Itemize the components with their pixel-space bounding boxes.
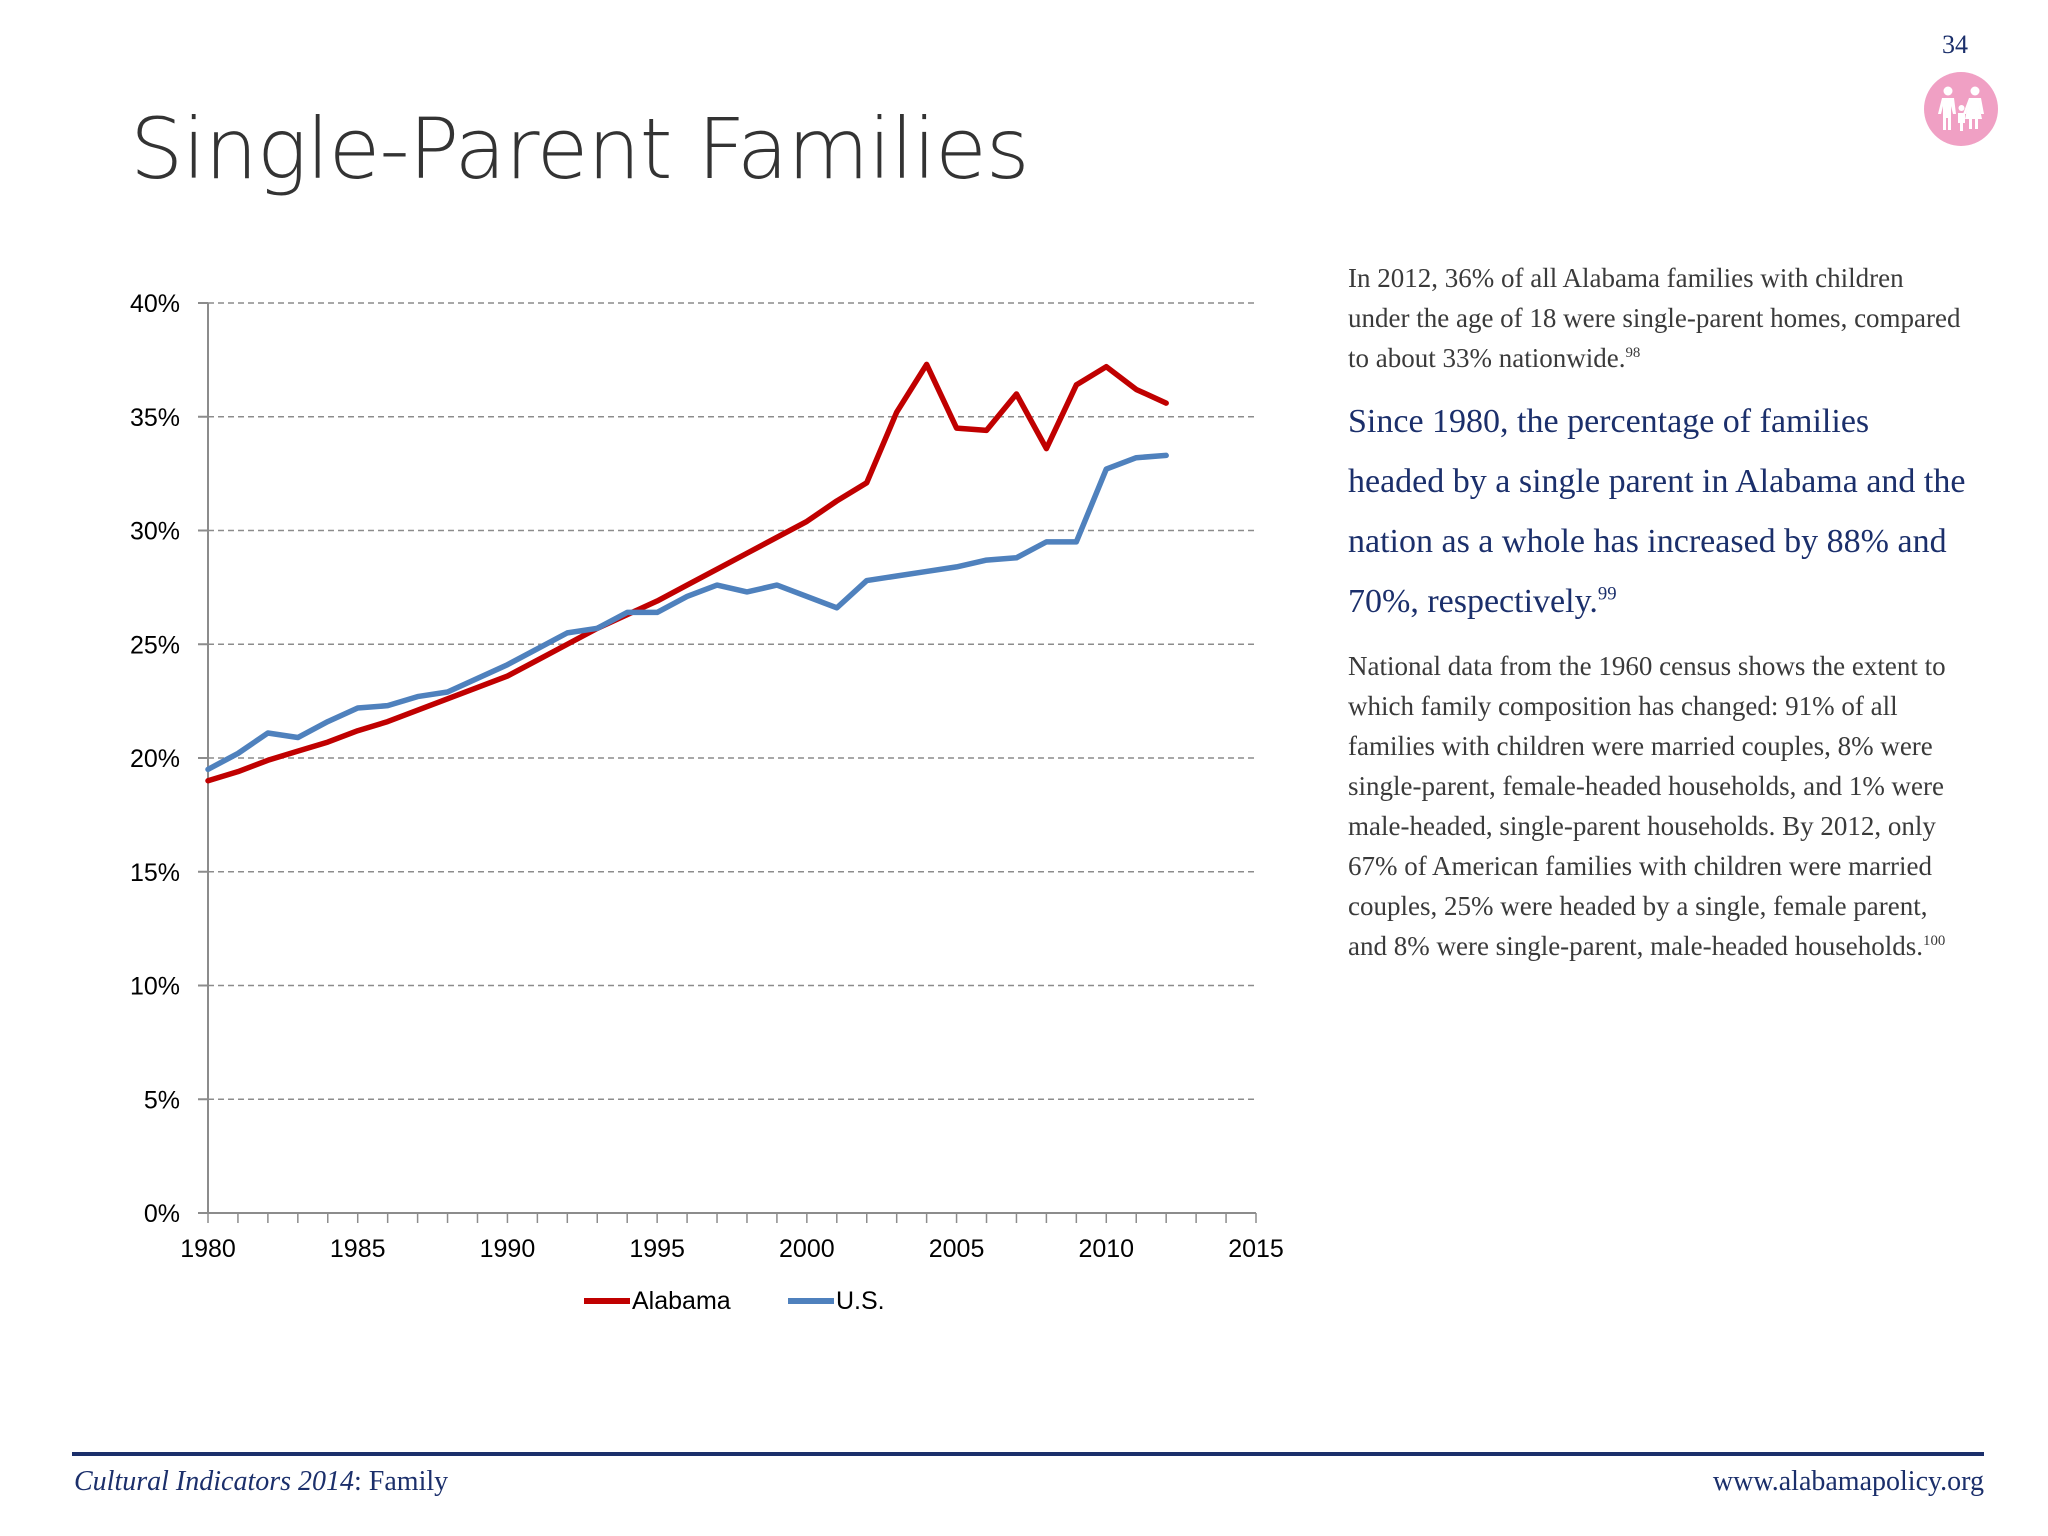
intro-text: In 2012, 36% of all Alabama families wit… bbox=[1348, 263, 1961, 373]
legend-label: U.S. bbox=[836, 1287, 885, 1315]
intro-paragraph: In 2012, 36% of all Alabama families wit… bbox=[1348, 258, 1968, 378]
y-tick-label: 10% bbox=[130, 973, 180, 1001]
x-tick-label: 2005 bbox=[929, 1235, 985, 1263]
y-tick-label: 20% bbox=[130, 745, 180, 773]
y-tick-label: 35% bbox=[130, 404, 180, 432]
footer-publication-title: Cultural Indicators 2014 bbox=[74, 1466, 355, 1497]
page-number: 34 bbox=[1942, 30, 1968, 59]
x-tick-label: 2000 bbox=[779, 1235, 835, 1263]
y-tick-label: 15% bbox=[130, 859, 180, 887]
y-tick-label: 40% bbox=[130, 290, 180, 318]
x-tick-label: 2010 bbox=[1078, 1235, 1134, 1263]
series-line-alabama bbox=[205, 361, 1169, 784]
footnote-100: 100 bbox=[1923, 933, 1946, 949]
footnote-98: 98 bbox=[1625, 345, 1641, 361]
footnote-99: 99 bbox=[1597, 583, 1617, 605]
y-tick-label: 30% bbox=[130, 518, 180, 546]
x-tick-label: 1990 bbox=[480, 1235, 536, 1263]
footer-rule bbox=[72, 1452, 1984, 1456]
y-tick-label: 5% bbox=[144, 1086, 180, 1114]
series-line-us bbox=[205, 452, 1169, 773]
footer-publication-section: : Family bbox=[354, 1466, 449, 1497]
x-tick-label: 1995 bbox=[629, 1235, 685, 1263]
census-text: National data from the 1960 census shows… bbox=[1348, 651, 1946, 961]
y-tick-label: 25% bbox=[130, 631, 180, 659]
census-paragraph: National data from the 1960 census shows… bbox=[1348, 646, 1968, 966]
footer-publication: Cultural Indicators 2014: Family bbox=[74, 1466, 448, 1498]
text-column: In 2012, 36% of all Alabama families wit… bbox=[1348, 258, 1968, 966]
line-chart: 0% 5% 10% 15% 20% 25% 30% 35% 40% 1980 1985 1990 199… bbox=[100, 270, 1320, 1350]
family-icon bbox=[1924, 72, 1998, 146]
x-tick-label: 1985 bbox=[330, 1235, 386, 1263]
chart-svg: 0% 5% 10% 15% 20% 25% 30% 35% 40% 1980 1985 1990 199… bbox=[130, 290, 1284, 1315]
x-tick-label: 1980 bbox=[180, 1235, 236, 1263]
page-title: Single-Parent Families bbox=[130, 100, 1030, 198]
y-tick-label: 0% bbox=[144, 1200, 180, 1228]
legend-label: Alabama bbox=[632, 1287, 731, 1315]
highlight-text: Since 1980, the percentage of families h… bbox=[1348, 403, 1966, 620]
highlight-paragraph: Since 1980, the percentage of families h… bbox=[1348, 392, 1968, 632]
footer-website: www.alabamapolicy.org bbox=[1712, 1466, 1984, 1497]
x-tick-label: 2015 bbox=[1228, 1235, 1284, 1263]
